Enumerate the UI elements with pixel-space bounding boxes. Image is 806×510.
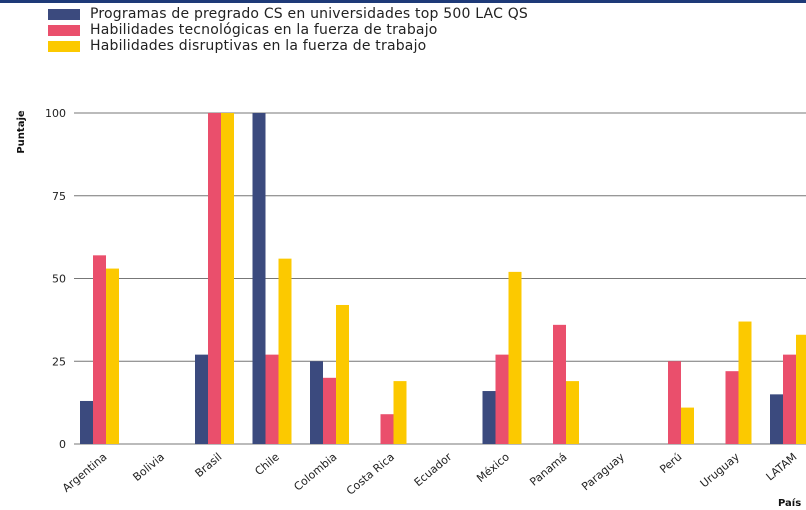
top-accent-bar	[0, 0, 806, 3]
x-tick-label: Costa Rica	[344, 450, 397, 497]
legend-swatch-cs-programs	[48, 8, 80, 20]
bar-per--series-3	[681, 407, 694, 444]
bar-costa-rica-series-3	[393, 381, 407, 444]
bar-latam-series-2	[783, 354, 796, 444]
x-tick-label: Paraguay	[579, 450, 627, 493]
bar-brasil-series-3	[221, 113, 234, 444]
x-axis-label: País	[778, 497, 801, 509]
x-tick-label: Chile	[252, 450, 282, 478]
y-tick-label: 100	[45, 107, 66, 120]
bar-costa-rica-series-2	[380, 414, 394, 444]
bar-argentina-series-2	[93, 255, 106, 444]
bar-chile-series-1	[252, 113, 266, 444]
bar-latam-series-3	[796, 334, 806, 444]
bar-m-xico-series-3	[508, 271, 522, 444]
y-tick-label: 75	[52, 190, 66, 203]
bar-chile-series-3	[278, 258, 292, 444]
legend-label-disruptive-skills: Habilidades disruptivas en la fuerza de …	[90, 38, 427, 54]
legend-swatch-disruptive-skills	[48, 40, 80, 52]
bar-m-xico-series-2	[495, 354, 509, 444]
y-axis-label: Puntaje	[16, 110, 27, 154]
legend-item-tech-skills: Habilidades tecnológicas en la fuerza de…	[48, 22, 528, 38]
y-tick-label: 25	[52, 355, 66, 368]
bars	[80, 113, 806, 444]
x-tick-label: Panamá	[527, 450, 569, 488]
bar-per--series-2	[668, 361, 681, 444]
y-tick-label: 0	[59, 438, 66, 451]
x-tick-label: Argentina	[60, 450, 109, 494]
bar-brasil-series-2	[208, 113, 221, 444]
bar-colombia-series-3	[336, 304, 349, 444]
bar-uruguay-series-3	[738, 321, 752, 444]
x-tick-label: LATAM	[764, 450, 800, 483]
bar-latam-series-1	[770, 394, 783, 444]
legend-swatch-tech-skills	[48, 24, 80, 36]
x-tick-label: Colombia	[291, 450, 339, 493]
y-tick-label: 50	[52, 273, 66, 286]
bar-colombia-series-2	[323, 377, 336, 444]
x-tick-label: Ecuador	[412, 450, 455, 489]
bar-argentina-series-1	[80, 400, 93, 444]
chart-legend: Programas de pregrado CS en universidade…	[48, 6, 528, 54]
legend-label-tech-skills: Habilidades tecnológicas en la fuerza de…	[90, 22, 438, 38]
bar-brasil-series-1	[195, 354, 208, 444]
grid-lines	[74, 112, 806, 445]
bar-uruguay-series-2	[725, 371, 739, 444]
legend-label-cs-programs: Programas de pregrado CS en universidade…	[90, 6, 528, 22]
x-tick-label: Bolivia	[130, 450, 166, 484]
bar-chile-series-2	[265, 354, 279, 444]
x-tick-label: Perú	[657, 450, 684, 476]
bar-m-xico-series-1	[482, 391, 496, 444]
legend-item-cs-programs: Programas de pregrado CS en universidade…	[48, 6, 528, 22]
bar-panam--series-3	[566, 381, 579, 444]
legend-item-disruptive-skills: Habilidades disruptivas en la fuerza de …	[48, 38, 528, 54]
bar-argentina-series-3	[106, 268, 119, 444]
x-tick-label: Uruguay	[698, 450, 743, 490]
bar-panam--series-2	[553, 324, 566, 444]
bar-colombia-series-1	[310, 361, 323, 444]
x-tick-label: México	[474, 450, 512, 485]
x-tick-label: Brasil	[193, 450, 225, 480]
